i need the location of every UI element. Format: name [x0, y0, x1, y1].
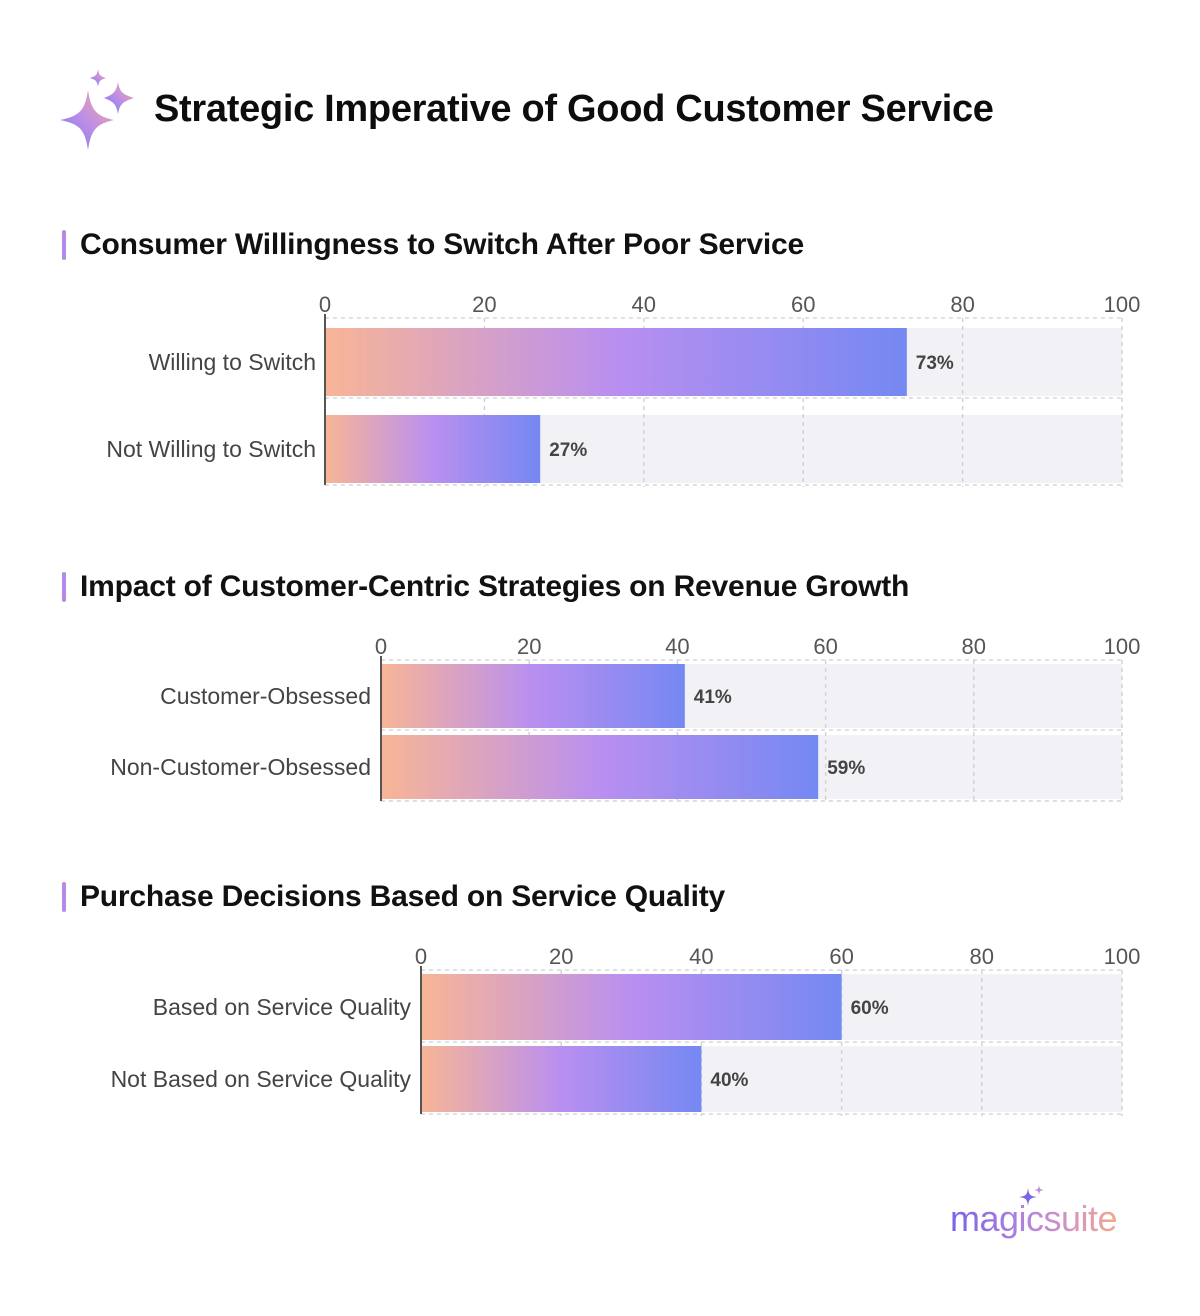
tick-label: 20 — [472, 292, 496, 317]
tick-label: 100 — [1104, 944, 1141, 969]
tick-label: 40 — [665, 634, 689, 659]
bar — [421, 1046, 702, 1112]
chart-title-accent — [62, 882, 66, 912]
tick-label: 80 — [962, 634, 986, 659]
data-label: 73% — [916, 353, 954, 374]
tick-label: 0 — [415, 944, 427, 969]
bar — [325, 328, 907, 396]
chart-switch-willingness: Consumer Willingness to Switch After Poo… — [0, 228, 1200, 508]
data-label: 60% — [851, 998, 889, 1019]
data-label: 40% — [710, 1070, 748, 1091]
sparkle-icon — [1019, 1185, 1044, 1206]
chart-revenue-growth: Impact of Customer-Centric Strategies on… — [0, 570, 1200, 810]
data-label: 41% — [694, 687, 732, 708]
tick-label: 20 — [549, 944, 573, 969]
tick-label: 0 — [319, 292, 331, 317]
data-label: 27% — [549, 440, 587, 461]
tick-label: 100 — [1104, 292, 1141, 317]
chart-title-accent — [62, 572, 66, 602]
bar — [381, 664, 685, 728]
tick-label: 100 — [1104, 634, 1141, 659]
chart-plot: 0 20 40 60 80 100 73% Willing to Switch 27% Not W… — [106, 292, 1141, 487]
category-label: Not Willing to Switch — [106, 436, 316, 462]
category-label: Customer-Obsessed — [160, 683, 371, 709]
page-header: Strategic Imperative of Good Customer Se… — [58, 66, 1158, 156]
chart-purchase-decisions: Purchase Decisions Based on Service Qual… — [0, 880, 1200, 1120]
chart-title: Consumer Willingness to Switch After Poo… — [80, 228, 804, 261]
tick-label: 60 — [813, 634, 837, 659]
data-label: 59% — [827, 758, 865, 779]
tick-label: 80 — [970, 944, 994, 969]
brand-logo: magicsuite — [950, 1185, 1118, 1240]
sparkle-icon — [60, 69, 134, 150]
brand-name: magicsuite — [950, 1198, 1118, 1239]
tick-label: 60 — [791, 292, 815, 317]
page-title: Strategic Imperative of Good Customer Se… — [154, 88, 994, 130]
category-label: Willing to Switch — [149, 349, 316, 375]
chart-plot: 0 20 40 60 80 100 41% Customer-Obsessed 59% Non-C… — [110, 634, 1141, 803]
chart-title: Impact of Customer-Centric Strategies on… — [80, 570, 910, 603]
tick-label: 0 — [375, 634, 387, 659]
bar — [421, 974, 842, 1040]
category-label: Based on Service Quality — [153, 994, 412, 1020]
bar — [381, 735, 819, 799]
tick-label: 80 — [950, 292, 974, 317]
tick-label: 60 — [829, 944, 853, 969]
tick-label: 40 — [632, 292, 656, 317]
chart-plot: 0 20 40 60 80 100 60% Based on Service Quality 4… — [111, 944, 1141, 1116]
category-label: Non-Customer-Obsessed — [110, 754, 371, 780]
chart-title: Purchase Decisions Based on Service Qual… — [80, 880, 726, 913]
category-label: Not Based on Service Quality — [111, 1066, 412, 1092]
tick-label: 20 — [517, 634, 541, 659]
chart-title-accent — [62, 230, 66, 260]
tick-label: 40 — [689, 944, 713, 969]
bar — [325, 415, 541, 483]
